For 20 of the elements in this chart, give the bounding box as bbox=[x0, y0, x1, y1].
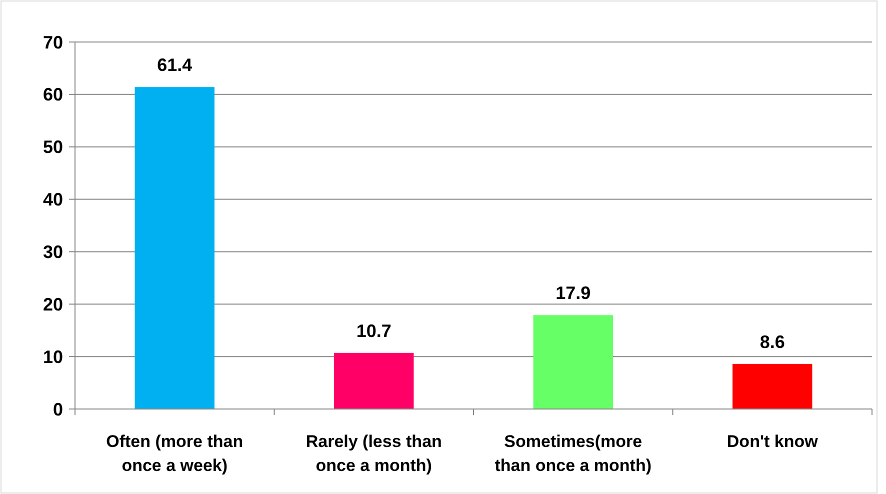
y-tick-label: 50 bbox=[42, 137, 63, 158]
bar bbox=[334, 352, 414, 409]
data-label: 61.4 bbox=[157, 55, 192, 76]
y-tick-label: 70 bbox=[42, 32, 63, 52]
x-tick-label: Sometimes(more than once a month) bbox=[494, 432, 652, 475]
x-tick-label: Often (more than once a week) bbox=[106, 432, 244, 475]
x-tick-label: Don't know bbox=[726, 432, 819, 451]
y-tick-label: 40 bbox=[42, 190, 63, 210]
bar bbox=[732, 364, 812, 409]
y-tick-label: 0 bbox=[52, 399, 63, 420]
data-label: 8.6 bbox=[760, 332, 785, 352]
bar bbox=[533, 315, 613, 409]
x-tick-label: Rarely (less than once a month) bbox=[306, 432, 442, 475]
data-label: 17.9 bbox=[556, 283, 591, 304]
y-tick-label: 20 bbox=[42, 294, 63, 314]
y-tick-label: 60 bbox=[42, 84, 63, 105]
y-tick-label: 10 bbox=[42, 346, 63, 367]
y-tick-label: 30 bbox=[42, 242, 63, 262]
data-label: 10.7 bbox=[356, 320, 392, 341]
bar bbox=[134, 87, 214, 409]
